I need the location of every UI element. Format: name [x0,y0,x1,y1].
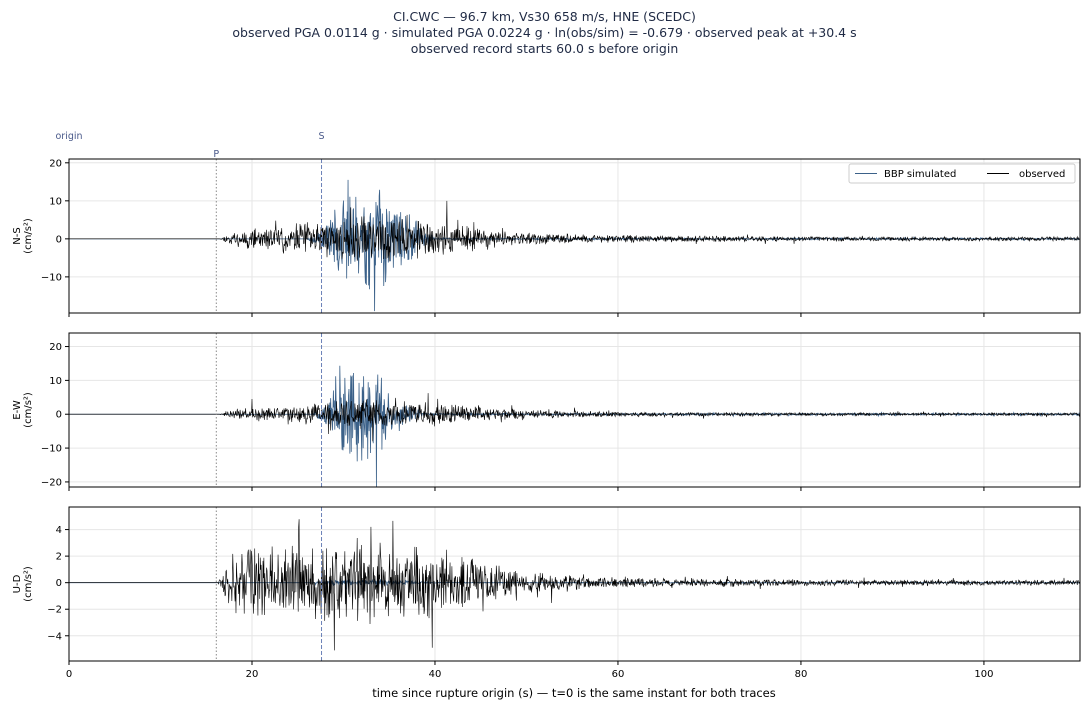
x-tick-label: 0 [66,669,72,680]
origin-label: origin [55,131,82,142]
simulated-trace-ew [69,365,1080,487]
title-line-3: observed record starts 60.0 s before ori… [411,41,679,56]
p-phase-label: P [213,149,219,160]
y-tick-label: −4 [47,631,62,642]
observed-trace-ns [69,200,1080,262]
y-tick-label: 0 [56,410,62,421]
legend: BBP simulated observed [848,163,1076,184]
panel-frame [68,506,1081,662]
y-tick-label: 2 [56,552,62,563]
x-tick-label: 80 [795,669,808,680]
observed-trace-ew [69,393,1080,442]
y-axis-label: N-S(cm/s²) [12,218,34,254]
y-axis-label: U-D(cm/s²) [12,566,34,602]
y-tick-label: 0 [56,234,62,245]
y-tick-label: 10 [49,376,62,387]
y-tick-label: 20 [49,342,62,353]
x-tick-label: 100 [974,669,993,680]
panel-ns: −10 0 10 20 N-S(cm/s²) BBP simulated observed [12,158,1081,317]
y-tick-label: −20 [41,477,62,488]
legend-simulated-label: BBP simulated [884,169,956,180]
x-tick-label: 40 [429,669,442,680]
panel-frame [68,158,1081,314]
title-line-2: observed PGA 0.0114 g · simulated PGA 0.… [232,25,856,40]
y-tick-label: −10 [41,272,62,283]
y-tick-label: 0 [56,578,62,589]
panel-frame [68,332,1081,488]
y-tick-label: 10 [49,196,62,207]
y-tick-label: −10 [41,444,62,455]
x-axis-label: time since rupture origin (s) — t=0 is t… [372,686,776,700]
chart-title: CI.CWC — 96.7 km, Vs30 658 m/s, HNE (SCE… [232,9,856,56]
panel-ew: −20 −10 0 10 20 E-W(cm/s²) [12,332,1081,491]
legend-box [848,163,1076,184]
observed-trace-ud [69,519,1080,651]
s-phase-label: S [319,131,325,142]
y-tick-label: 4 [56,525,62,536]
y-tick-label: −2 [47,605,62,616]
x-tick-label: 60 [612,669,625,680]
simulated-trace-ns [69,179,1080,312]
title-line-1: CI.CWC — 96.7 km, Vs30 658 m/s, HNE (SCE… [393,9,696,24]
x-tick-label: 20 [246,669,259,680]
legend-observed-label: observed [1019,169,1065,180]
y-tick-label: 20 [49,158,62,169]
y-axis-label: E-W(cm/s²) [12,392,34,428]
